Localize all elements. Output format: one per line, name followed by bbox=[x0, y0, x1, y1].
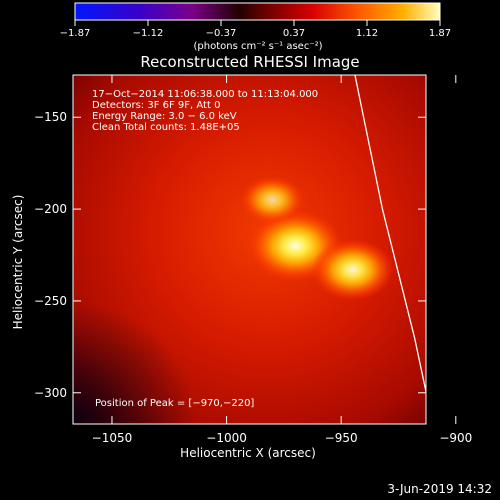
y-tick-label: −200 bbox=[34, 202, 67, 216]
solar-limb-curve bbox=[354, 75, 426, 395]
y-tick-label: −250 bbox=[34, 294, 67, 308]
chart-title: Reconstructed RHESSI Image bbox=[140, 53, 359, 71]
colorbar-tick-label: −1.87 bbox=[60, 28, 91, 39]
colorbar-tick-label: −1.12 bbox=[133, 28, 164, 39]
peak-position-text: Position of Peak = [−970,−220] bbox=[95, 398, 254, 409]
x-tick-label: −1000 bbox=[206, 431, 247, 445]
colorbar-unit-label: (photons cm⁻² s⁻¹ asec⁻²) bbox=[193, 41, 322, 52]
x-axis-label: Heliocentric X (arcsec) bbox=[180, 446, 316, 460]
axes: −1050 −1000 −950 −900 −150 −200 −250 −300 bbox=[34, 75, 472, 445]
info-line-time: 17−Oct−2014 11:06:38.000 to 11:13:04.000 bbox=[92, 89, 318, 100]
info-box: 17−Oct−2014 11:06:38.000 to 11:13:04.000… bbox=[92, 89, 318, 409]
colorbar-tick-label: 0.37 bbox=[283, 28, 305, 39]
emission-source bbox=[311, 238, 394, 301]
y-axis-label: Heliocentric Y (arcsec) bbox=[11, 195, 25, 330]
footer-date: 3-Jun-2019 14:32 bbox=[387, 482, 492, 496]
plot-area bbox=[73, 75, 426, 424]
info-line-detectors: Detectors: 3F 6F 9F, Att 0 bbox=[92, 100, 220, 111]
colorbar-tick-label: 1.12 bbox=[356, 28, 378, 39]
info-line-counts: Clean Total counts: 1.48E+05 bbox=[92, 122, 240, 133]
y-tick-label: −300 bbox=[34, 386, 67, 400]
colorbar-ticks: −1.87 −1.12 −0.37 0.37 1.12 1.87 bbox=[60, 20, 451, 39]
emission-sources bbox=[240, 175, 394, 301]
y-tick-label: −150 bbox=[34, 110, 67, 124]
x-tick-label: −1050 bbox=[92, 431, 133, 445]
x-tick-label: −950 bbox=[325, 431, 358, 445]
colorbar-tick-label: −0.37 bbox=[206, 28, 237, 39]
colorbar bbox=[74, 2, 441, 21]
colorbar-tick-label: 1.87 bbox=[429, 28, 451, 39]
info-line-energy: Energy Range: 3.0 − 6.0 keV bbox=[92, 111, 237, 122]
plot-frame bbox=[72, 74, 427, 425]
emission-source bbox=[240, 175, 305, 224]
x-tick-label: −900 bbox=[439, 431, 472, 445]
